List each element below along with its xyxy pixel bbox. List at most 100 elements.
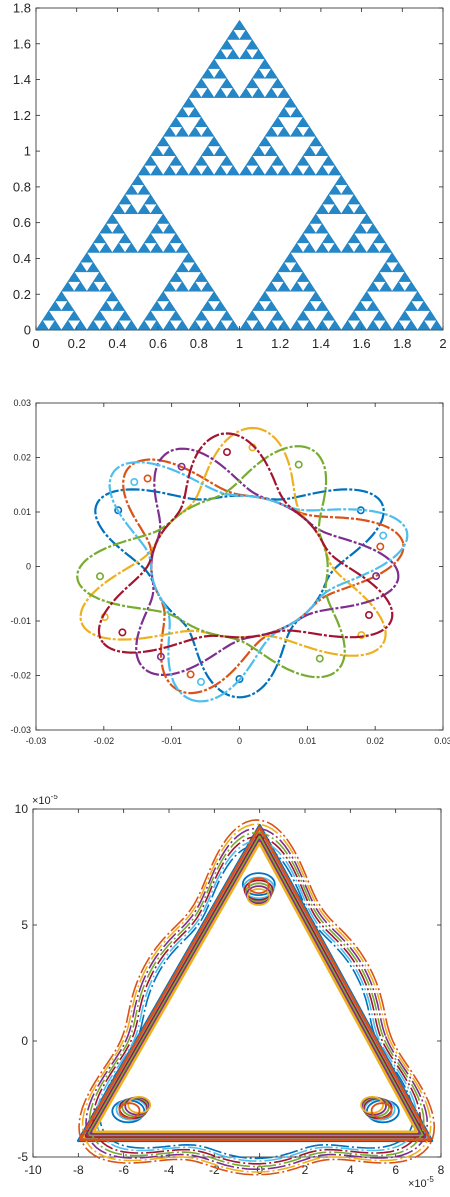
x-tick-label: 1.2 (271, 336, 289, 351)
x-tick-label: 8 (438, 1163, 445, 1177)
sierpinski-cell (264, 319, 279, 331)
sierpinski-cell (213, 300, 228, 311)
sierpinski-cell (175, 261, 189, 273)
sierpinski-cell (251, 68, 266, 79)
sierpinski-cell (162, 145, 177, 156)
sierpinski-cell (61, 300, 75, 311)
sierpinski-cell (251, 48, 266, 60)
sierpinski-cell (296, 271, 310, 282)
y-tick-label: 10 (15, 802, 29, 816)
sierpinski-cell (264, 281, 279, 292)
sierpinski-cell (73, 281, 88, 292)
y-tick-label: 0.02 (13, 453, 31, 463)
sierpinski-cell (200, 300, 215, 311)
sierpinski-cell (328, 242, 342, 253)
sierpinski-cell (226, 319, 240, 331)
series-curve-6 (108, 461, 409, 703)
series-hook-1 (235, 674, 244, 683)
sierpinski-cell (290, 126, 304, 137)
sierpinski-cell (226, 48, 240, 60)
sierpinski-cell (251, 300, 266, 311)
sierpinski-cell (245, 39, 259, 50)
x-tick-label: 2 (302, 1163, 309, 1177)
sierpinski-cell (118, 194, 132, 205)
y-tick-label: 1.8 (13, 1, 31, 16)
sierpinski-cell (162, 126, 177, 137)
sierpinski-cell (213, 165, 228, 176)
series-inner-4 (88, 831, 425, 1168)
y-tick-label: -0.01 (10, 616, 31, 626)
sierpinski-cell (213, 145, 228, 156)
series-inner-2 (95, 840, 418, 1162)
sierpinski-cell (379, 281, 393, 292)
sierpinski-cell (150, 203, 164, 215)
sierpinski-cell (111, 203, 126, 215)
series-corner-loop-1 (241, 872, 276, 896)
sierpinski-cell (200, 126, 215, 137)
sierpinski-cell (35, 319, 50, 331)
sierpinski-cell (239, 87, 253, 98)
x-tick-label: -4 (164, 1163, 175, 1177)
sierpinski-cell (42, 310, 56, 321)
sierpinski-cell (290, 261, 304, 273)
sierpinski-cell (111, 319, 126, 331)
series-outer-7 (78, 825, 432, 1142)
sierpinski-cell (340, 184, 355, 195)
y-tick-label: 0.2 (13, 287, 31, 302)
sierpinski-cell (200, 145, 215, 156)
sierpinski-cell (175, 319, 189, 331)
sierpinski-cell (124, 242, 139, 253)
sierpinski-cell (347, 232, 361, 244)
sierpinski-cell (213, 48, 228, 60)
sierpinski-cell (296, 310, 310, 321)
sierpinski-cell (353, 319, 368, 331)
sierpinski-cell (73, 261, 88, 273)
y-tick-label: 1.2 (13, 108, 31, 123)
sierpinski-cell (290, 319, 304, 331)
sierpinski-cell (99, 281, 113, 292)
sierpinski-cell (143, 232, 158, 244)
sierpinski-cell (162, 165, 177, 176)
sierpinski-cell (404, 319, 418, 331)
sierpinski-cell (226, 29, 240, 40)
sierpinski-cell (181, 252, 196, 263)
sierpinski-cell (340, 203, 355, 215)
sierpinski-cell (188, 165, 202, 176)
sierpinski-cell (111, 223, 126, 234)
series-corner-loop-7 (247, 877, 270, 894)
sierpinski-cell (73, 319, 88, 331)
sierpinski-cell (296, 116, 310, 127)
series-hook-1 (114, 506, 123, 515)
series-hook-2 (143, 474, 152, 483)
sierpinski-cell (150, 165, 164, 176)
sierpinski-cell (169, 116, 183, 127)
sierpinski-cell (398, 271, 412, 282)
x-tick-label: 4 (347, 1163, 354, 1177)
series-outer-4 (86, 835, 424, 1137)
series-curve-4 (135, 447, 400, 676)
x-tick-label: -0.02 (94, 736, 115, 746)
sierpinski-cell (99, 319, 113, 331)
sierpinski-cell (175, 281, 189, 292)
sierpinski-cell (61, 281, 75, 292)
sierpinski-cell (92, 232, 107, 244)
sierpinski-cell (302, 126, 317, 137)
series-corner-loop-7 (118, 1102, 141, 1119)
sierpinski-cell (417, 319, 431, 331)
sierpinski-cell (321, 310, 336, 321)
x-tick-label: 0.02 (366, 736, 384, 746)
sierpinski-cell (315, 145, 329, 156)
sierpinski-cell (283, 97, 298, 108)
sierpinski-cell (277, 126, 291, 137)
sierpinski-cell (251, 165, 266, 176)
sierpinski-cell (124, 319, 139, 331)
sierpinski-cell (220, 39, 234, 50)
sierpinski-cell (353, 300, 368, 311)
sierpinski-cell (169, 310, 183, 321)
series-outer-3 (84, 832, 427, 1138)
y-tick-label: 0 (26, 562, 31, 572)
series-hook-3 (357, 631, 366, 640)
series-hook-2 (376, 542, 385, 551)
sierpinski-cell (302, 165, 317, 176)
sierpinski-cell (86, 281, 100, 292)
